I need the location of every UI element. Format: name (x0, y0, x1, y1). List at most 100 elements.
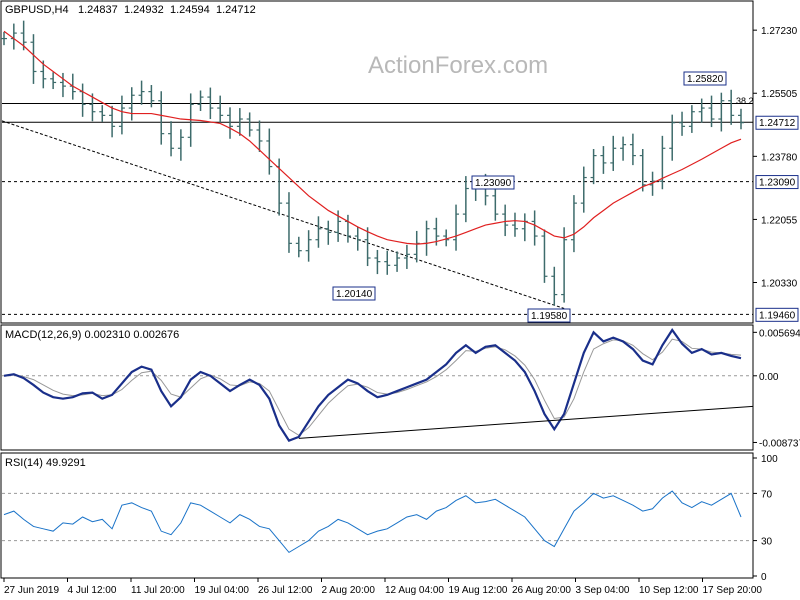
time-tick-label: 3 Sep 04:00 (576, 585, 630, 596)
price-bar (79, 83, 86, 117)
price-bar (227, 107, 234, 139)
rsi-panel-title: RSI(14) 49.9291 (5, 457, 86, 469)
price-bar (217, 95, 224, 124)
price-bar (295, 236, 302, 258)
price-level-labels: 1.24712 1.23090 1.19460 1.25820 38.2 1.23090 1… (332, 71, 799, 323)
time-axis: 27 Jun 2019 4 Jul 12:00 11 Jul 20:00 19 Jul… (3, 578, 763, 596)
price-bar (413, 230, 420, 263)
price-bar (403, 244, 410, 269)
ohlc-close: 1.24712 (216, 4, 256, 16)
price-level-lines (1, 102, 753, 315)
price-bar (354, 226, 361, 251)
rsi-lines (2, 490, 753, 554)
svg-text:1.19580: 1.19580 (531, 311, 568, 322)
price-bar (639, 149, 646, 192)
price-panel-title: GBPUSD,H4 (5, 4, 69, 16)
price-bar (521, 213, 528, 242)
price-bar (561, 227, 568, 303)
price-bar (679, 111, 686, 136)
price-bar (718, 92, 725, 132)
price-bar (128, 87, 135, 121)
price-bar (236, 108, 243, 136)
price-bar (394, 251, 401, 272)
price-bar (384, 250, 391, 275)
price-bar (207, 87, 214, 120)
price-bar (453, 204, 460, 251)
time-tick-label: 2 Aug 20:00 (322, 585, 376, 596)
svg-text:1.25820: 1.25820 (687, 74, 724, 85)
price-bar (1, 31, 7, 46)
price-bar (443, 229, 450, 247)
price-bar (364, 227, 371, 267)
macd-trendline (298, 405, 754, 439)
swing-1-23090-label: 1.23090 (471, 175, 515, 190)
svg-text:1.23090: 1.23090 (759, 178, 796, 189)
price-bar (177, 129, 184, 161)
watermark: ActionForex.com (368, 52, 548, 79)
rsi-tick-label: 0 (761, 572, 767, 583)
price-tick-label: 1.20330 (761, 279, 798, 290)
price-bar (600, 146, 607, 174)
price-bar (502, 204, 509, 237)
level-1-19460-axis-label: 1.19460 (755, 307, 799, 322)
rsi-axis: 100 70 30 0 (753, 454, 778, 583)
price-bar (728, 89, 735, 125)
price-bar (256, 120, 263, 152)
price-bar (669, 114, 676, 161)
price-tick-label: 1.22055 (761, 215, 798, 226)
price-bar (148, 85, 155, 108)
time-tick-label: 26 Jul 12:00 (258, 585, 313, 596)
price-bar (158, 91, 165, 145)
price-bar (138, 80, 145, 105)
rsi-tick-label: 70 (761, 489, 773, 500)
swing-low-1-20140-label: 1.20140 (332, 286, 376, 301)
price-bar (118, 95, 125, 135)
price-bar (698, 98, 705, 123)
rsi-panel-frame (0, 452, 754, 579)
falling-trendline (1, 120, 565, 309)
macd-main-line (3, 328, 742, 443)
price-bar (285, 192, 292, 253)
price-bar (266, 128, 273, 175)
macd-tick-label: -0.008737 (759, 438, 800, 449)
ohlc-low: 1.24594 (170, 4, 210, 16)
price-bar (30, 34, 37, 84)
svg-text:1.23090: 1.23090 (475, 178, 512, 189)
ohlc-open: 1.24837 (78, 4, 118, 16)
price-bar (246, 112, 253, 137)
price-bar (688, 105, 695, 133)
time-tick-label: 10 Sep 12:00 (639, 585, 699, 596)
price-bar (315, 216, 322, 248)
price-bar (168, 121, 175, 157)
rsi-tick-label: 100 (761, 454, 778, 465)
price-bar (374, 249, 381, 275)
level-1-23090-axis-label: 1.23090 (755, 175, 799, 190)
price-bar (423, 220, 430, 256)
price-bar (620, 136, 627, 161)
time-tick-label: 19 Jul 04:00 (195, 585, 250, 596)
price-bar (590, 149, 597, 185)
price-bar (492, 189, 499, 221)
rsi-tick-label: 30 (761, 537, 773, 548)
price-bar (738, 108, 744, 130)
macd-axis: 0.005694 0.00 -0.008737 (753, 328, 800, 449)
macd-signal-line (3, 338, 742, 436)
ema-series (3, 30, 742, 245)
time-tick-label: 11 Jul 20:00 (131, 585, 185, 596)
price-bar (325, 220, 332, 245)
macd-panel-title: MACD(12,26,9) 0.002310 0.002676 (5, 329, 179, 341)
price-bar (511, 212, 518, 237)
time-tick-label: 17 Sep 20:00 (703, 585, 763, 596)
price-bar (462, 176, 469, 223)
price-tick-label: 1.25505 (761, 89, 798, 100)
price-bar (541, 229, 548, 283)
time-tick-label: 27 Jun 2019 (4, 585, 59, 596)
price-bar (99, 105, 106, 122)
price-bar (197, 90, 204, 111)
price-bar (708, 95, 715, 128)
current-price-label: 1.24712 (755, 115, 799, 130)
price-panel-frame (0, 0, 754, 324)
price-bar (40, 60, 47, 89)
price-bar (89, 93, 96, 122)
